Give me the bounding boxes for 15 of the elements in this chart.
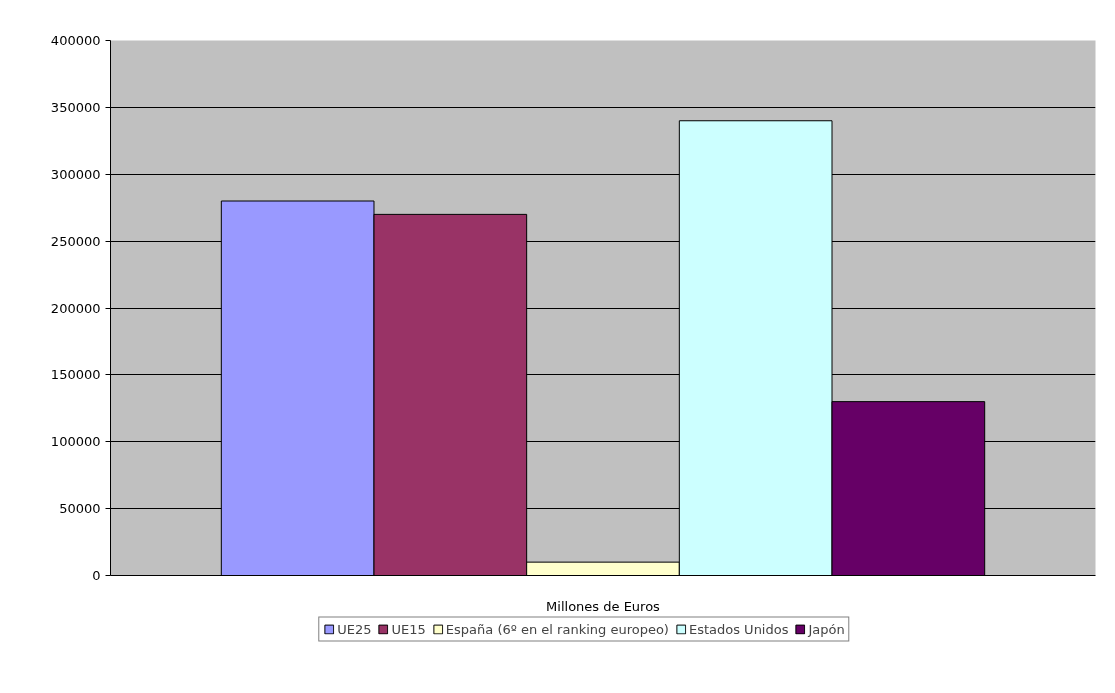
y-tick-label: 200000 xyxy=(50,300,101,316)
legend-label: Estados Unidos xyxy=(688,621,789,636)
legend-label: UE25 xyxy=(337,621,372,636)
legend-label: UE15 xyxy=(391,621,426,636)
legend-label: Japón xyxy=(808,621,845,636)
y-tick-label: 300000 xyxy=(50,166,101,182)
y-tick-label: 50000 xyxy=(59,501,101,517)
y-tick-label: 250000 xyxy=(50,233,101,249)
y-tick-label: 350000 xyxy=(50,99,101,115)
y-tick-label: 400000 xyxy=(50,33,101,48)
y-tick-label: 0 xyxy=(92,568,101,583)
y-tick-label: 100000 xyxy=(50,434,101,450)
y-tick-label: 150000 xyxy=(50,367,101,383)
legend-label: España (6º en el ranking europeo) xyxy=(445,621,669,636)
x-tick-label: Millones de Euros xyxy=(546,598,661,614)
